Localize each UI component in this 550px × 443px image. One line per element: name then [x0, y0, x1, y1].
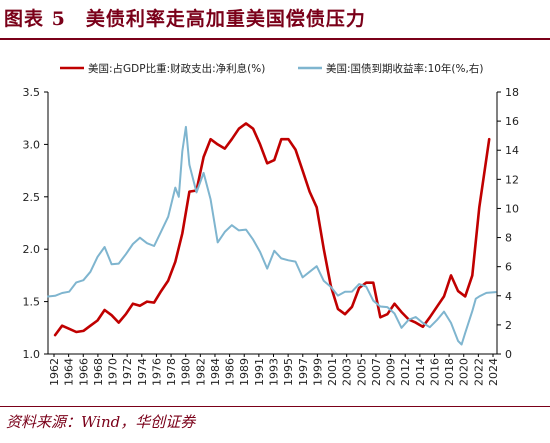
y-right-tick-label: 12	[505, 173, 519, 186]
chart-area: 美国:占GDP比重:财政支出:净利息(%) 美国:国债到期收益率:10年(%,右…	[23, 62, 520, 386]
x-tick-label: 1995	[282, 358, 295, 386]
y-right-tick-label: 6	[505, 261, 512, 274]
y-left-tick-label: 3.5	[23, 86, 41, 99]
x-tick-label: 1999	[311, 358, 324, 386]
x-tick-label: 1978	[165, 358, 178, 386]
x-tick-label: 1980	[180, 358, 193, 386]
x-tick-label: 1993	[268, 358, 281, 386]
series-line-10y-yield	[47, 125, 497, 346]
x-tick-label: 1964	[63, 358, 76, 386]
y-right-tick-label: 16	[505, 115, 519, 128]
x-tick-label: 1974	[136, 358, 149, 386]
x-tick-label: 1986	[224, 358, 237, 386]
source-note: 资料来源：Wind，华创证券	[6, 413, 196, 431]
y-left-tick-label: 1.5	[23, 296, 41, 309]
y-left-tick-label: 2.0	[23, 243, 41, 256]
x-tick-label: 2007	[370, 358, 383, 386]
y-right-tick-label: 18	[505, 86, 519, 99]
y-left-tick-label: 1.0	[23, 348, 41, 361]
x-tick-label: 1970	[107, 358, 120, 386]
x-tick-label: 1989	[238, 358, 251, 386]
x-tick-label: 2003	[341, 358, 354, 386]
source-rule	[0, 406, 550, 407]
x-tick-label: 2024	[487, 358, 500, 386]
x-tick-label: 1972	[121, 358, 134, 386]
x-tick-label: 2009	[385, 358, 398, 386]
legend: 美国:占GDP比重:财政支出:净利息(%) 美国:国债到期收益率:10年(%,右…	[60, 62, 483, 75]
x-tick-label: 1991	[253, 358, 266, 386]
y-right-tick-label: 0	[505, 348, 512, 361]
x-tick-label: 2005	[355, 358, 368, 386]
x-tick-label: 2022	[472, 358, 485, 386]
series-line-net-interest	[53, 122, 491, 337]
x-tick-label: 2020	[458, 358, 471, 386]
x-tick-label: 1997	[297, 358, 310, 386]
y-left-tick-label: 2.5	[23, 191, 41, 204]
x-tick-label: 2012	[399, 358, 412, 386]
chart-title: 图表 5 美债利率走高加重美国偿债压力	[4, 8, 366, 30]
title-rule	[0, 38, 550, 40]
legend-label-10y-yield: 美国:国债到期收益率:10年(%,右)	[326, 62, 483, 75]
y-right-tick-label: 10	[505, 202, 519, 215]
x-tick-label: 1982	[194, 358, 207, 386]
x-tick-label: 1966	[77, 358, 90, 386]
x-tick-label: 2001	[326, 358, 339, 386]
series-layer	[47, 122, 497, 346]
x-tick-label: 2018	[443, 358, 456, 386]
x-tick-label: 2014	[414, 358, 427, 386]
y-left-tick-label: 3.0	[23, 138, 41, 151]
x-tick-label: 2016	[428, 358, 441, 386]
y-right-tick-label: 2	[505, 319, 512, 332]
y-right-tick-label: 14	[505, 144, 519, 157]
x-tick-label: 1968	[92, 358, 105, 386]
y-right-tick-label: 8	[505, 232, 512, 245]
x-tick-label: 1962	[48, 358, 61, 386]
legend-label-net-interest: 美国:占GDP比重:财政支出:净利息(%)	[88, 62, 265, 75]
x-tick-label: 1976	[150, 358, 163, 386]
y-right-tick-label: 4	[505, 290, 512, 303]
x-tick-label: 1984	[209, 358, 222, 386]
